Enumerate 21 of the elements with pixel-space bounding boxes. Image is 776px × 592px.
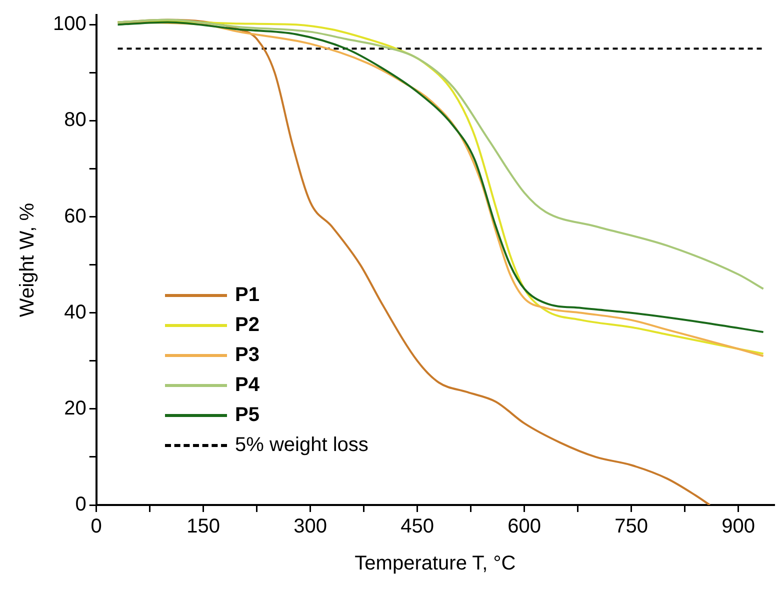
x-tick-label: 750	[614, 516, 648, 538]
legend-label: P4	[235, 373, 260, 398]
x-tick-label: 600	[508, 516, 542, 538]
legend-label: P3	[235, 343, 260, 368]
legend-label: P1	[235, 283, 260, 308]
x-tick-label: 150	[186, 516, 220, 538]
x-axis-title: Temperature T, °C	[354, 552, 516, 575]
y-axis-title: Weight W, %	[16, 202, 39, 318]
x-tick-label: 450	[400, 516, 434, 538]
y-tick-label: 100	[52, 13, 86, 36]
y-tick-label: 40	[64, 301, 86, 324]
legend-label: P2	[235, 313, 260, 338]
x-tick-label: 900	[722, 516, 756, 538]
y-tick-label: 0	[75, 494, 86, 516]
y-tick-label: 60	[64, 205, 86, 228]
y-tick-label: 20	[64, 397, 86, 420]
y-tick-label: 80	[64, 109, 86, 132]
legend-label: P5	[235, 403, 260, 428]
x-tick-label: 0	[90, 516, 102, 538]
legend-label: 5% weight loss	[235, 433, 368, 458]
x-tick-label: 300	[294, 516, 328, 538]
